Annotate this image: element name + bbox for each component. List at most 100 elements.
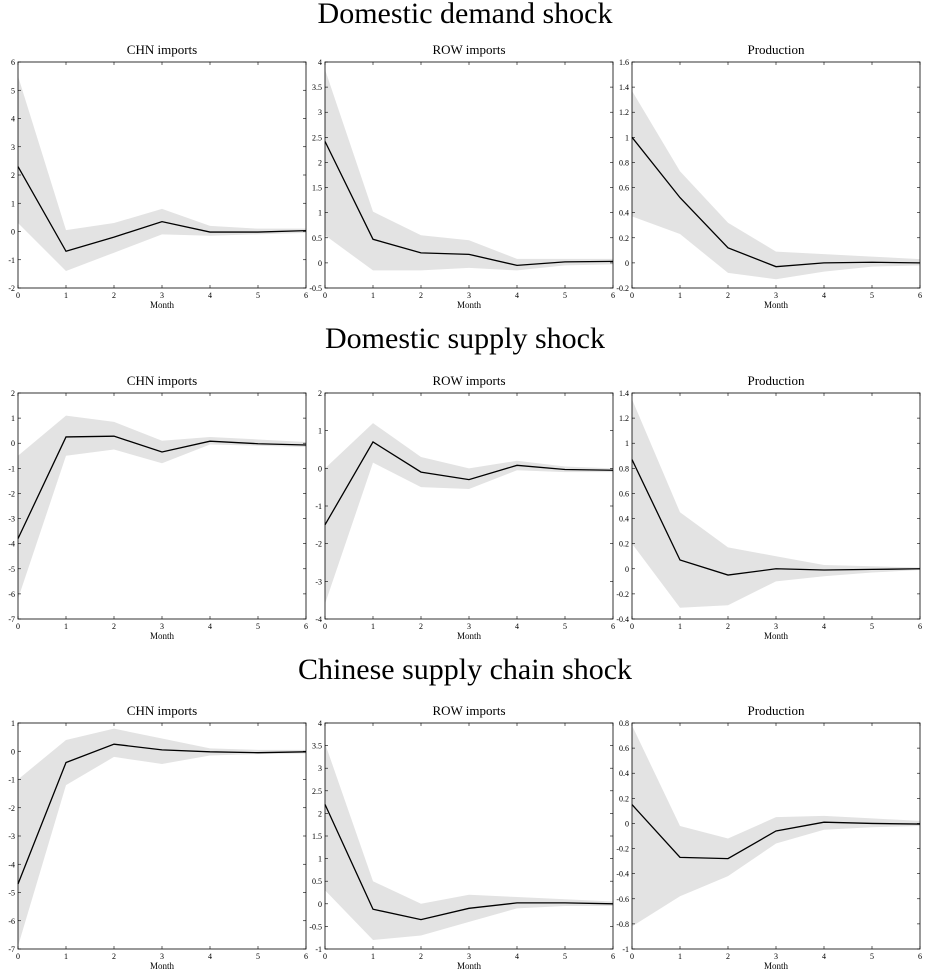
y-tick-label: 0 xyxy=(318,464,322,473)
x-tick-label: 3 xyxy=(774,952,778,961)
y-tick-label: 2.5 xyxy=(312,787,322,796)
x-tick-label: 6 xyxy=(918,622,922,631)
y-tick-label: -0.5 xyxy=(309,922,322,931)
x-tick-label: 6 xyxy=(304,952,308,961)
y-tick-label: 0.8 xyxy=(619,719,629,728)
y-tick-label: -4 xyxy=(315,615,322,624)
y-tick-label: 1 xyxy=(11,199,15,208)
y-tick-label: 0.2 xyxy=(619,540,629,549)
y-tick-label: 0.6 xyxy=(619,744,629,753)
response-line xyxy=(324,804,614,921)
y-tick-label: 2 xyxy=(318,809,322,818)
x-tick-label: 4 xyxy=(822,622,826,631)
x-tick-label: 1 xyxy=(678,291,682,300)
section-title: Domestic supply shock xyxy=(325,322,605,355)
response-line xyxy=(17,743,307,885)
y-tick-label: 2 xyxy=(318,158,322,167)
x-tick-label: 6 xyxy=(611,291,615,300)
x-tick-label: 2 xyxy=(419,952,423,961)
y-tick-label: 4 xyxy=(318,719,322,728)
x-axis-label: Month xyxy=(457,631,482,641)
confidence-band xyxy=(18,728,306,947)
x-tick-label: 2 xyxy=(112,291,116,300)
y-tick-label: 0 xyxy=(318,259,322,268)
response-line xyxy=(631,459,921,576)
x-tick-label: 2 xyxy=(112,952,116,961)
y-tick-label: -1 xyxy=(315,945,322,954)
y-tick-label: 0.8 xyxy=(619,158,629,167)
y-tick-label: 0 xyxy=(625,259,629,268)
confidence-band xyxy=(18,76,306,272)
x-tick-label: 0 xyxy=(16,291,20,300)
axes-frame xyxy=(324,392,614,620)
y-tick-label: 1 xyxy=(318,209,322,218)
y-tick-label: -3 xyxy=(8,832,15,841)
x-axis-label: Month xyxy=(764,631,789,641)
x-tick-label: 5 xyxy=(870,291,874,300)
x-axis-label: Month xyxy=(457,300,482,310)
y-tick-label: 1 xyxy=(625,133,629,142)
x-tick-label: 4 xyxy=(515,952,519,961)
y-tick-label: 0.5 xyxy=(312,234,322,243)
y-tick-label: 0.2 xyxy=(619,234,629,243)
y-tick-label: -3 xyxy=(315,577,322,586)
y-tick-label: 2.5 xyxy=(312,133,322,142)
x-tick-label: 5 xyxy=(256,952,260,961)
x-tick-label: 1 xyxy=(64,291,68,300)
x-tick-label: 1 xyxy=(678,622,682,631)
x-tick-label: 4 xyxy=(208,952,212,961)
subplot-title: CHN imports xyxy=(127,373,197,388)
subplot-title: ROW imports xyxy=(432,373,505,388)
x-tick-label: 0 xyxy=(630,952,634,961)
x-axis-label: Month xyxy=(764,961,789,971)
subplot-title: Production xyxy=(747,703,805,718)
section-title: Chinese supply chain shock xyxy=(298,653,632,686)
confidence-band xyxy=(632,725,920,927)
y-tick-label: -7 xyxy=(8,945,15,954)
x-tick-label: 3 xyxy=(160,622,164,631)
y-tick-label: 0.2 xyxy=(619,794,629,803)
y-tick-label: -0.4 xyxy=(616,615,629,624)
subplot-title: CHN imports xyxy=(127,703,197,718)
y-tick-label: 1 xyxy=(318,427,322,436)
x-tick-label: 4 xyxy=(208,622,212,631)
section-title: Domestic demand shock xyxy=(318,0,613,30)
x-tick-label: 3 xyxy=(467,291,471,300)
y-tick-label: 0.6 xyxy=(619,184,629,193)
x-tick-label: 3 xyxy=(774,291,778,300)
confidence-band xyxy=(325,423,613,604)
x-tick-label: 6 xyxy=(611,622,615,631)
y-tick-label: 3 xyxy=(11,143,15,152)
y-tick-label: 0 xyxy=(625,819,629,828)
y-tick-label: -6 xyxy=(8,590,15,599)
y-tick-label: -1 xyxy=(8,464,15,473)
confidence-band xyxy=(325,743,613,940)
y-tick-label: -2 xyxy=(315,540,322,549)
x-tick-label: 4 xyxy=(208,291,212,300)
x-tick-label: 5 xyxy=(563,622,567,631)
x-tick-label: 2 xyxy=(726,952,730,961)
y-tick-label: -5 xyxy=(8,889,15,898)
y-tick-label: -1 xyxy=(315,502,322,511)
y-tick-label: 0.5 xyxy=(312,877,322,886)
x-tick-label: 3 xyxy=(774,622,778,631)
y-tick-label: -0.4 xyxy=(616,870,629,879)
y-tick-label: 1 xyxy=(318,855,322,864)
y-tick-label: -6 xyxy=(8,917,15,926)
x-tick-label: 3 xyxy=(160,291,164,300)
x-tick-label: 5 xyxy=(870,952,874,961)
confidence-band xyxy=(632,399,920,608)
x-tick-label: 2 xyxy=(419,622,423,631)
y-tick-label: 1.5 xyxy=(312,832,322,841)
y-tick-label: -2 xyxy=(8,804,15,813)
response-line xyxy=(17,166,307,253)
x-tick-label: 6 xyxy=(918,952,922,961)
y-tick-label: -5 xyxy=(8,565,15,574)
x-tick-label: 6 xyxy=(304,291,308,300)
confidence-band xyxy=(632,90,920,280)
y-tick-label: 0.4 xyxy=(619,769,629,778)
response-line xyxy=(17,435,307,539)
subplot-title: CHN imports xyxy=(127,42,197,57)
y-tick-label: -0.6 xyxy=(616,895,629,904)
